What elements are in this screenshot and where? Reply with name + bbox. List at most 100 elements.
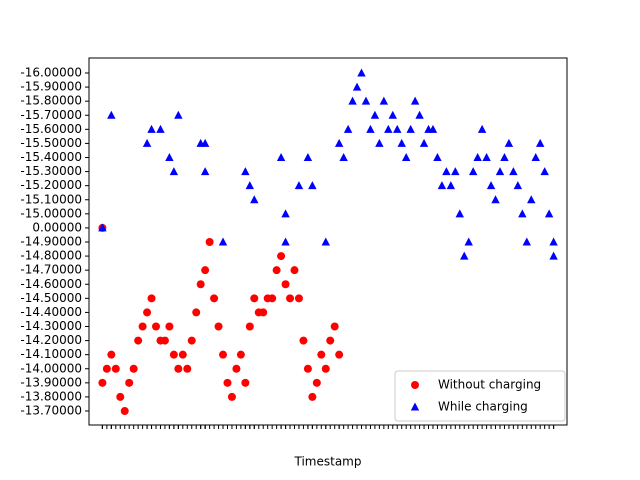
marker: [214, 322, 223, 331]
y-tick-label: -14.90000: [20, 235, 82, 249]
marker: [410, 96, 420, 105]
marker: [366, 124, 375, 133]
y-tick-label: -15.30000: [20, 164, 82, 178]
y-tick-label: -15.70000: [20, 108, 82, 122]
marker: [495, 167, 505, 176]
marker: [160, 336, 169, 345]
marker: [549, 251, 558, 260]
y-tick-label: -14.30000: [20, 319, 82, 333]
marker: [200, 138, 210, 147]
marker: [223, 378, 232, 387]
marker: [437, 181, 447, 190]
marker: [518, 209, 527, 218]
marker: [125, 378, 134, 387]
marker: [107, 350, 116, 359]
y-tick-label: -14.20000: [20, 333, 82, 347]
marker: [134, 336, 143, 345]
y-tick-label: -15.20000: [20, 178, 82, 192]
y-tick-label: 0.00000: [32, 220, 82, 234]
marker: [303, 364, 312, 373]
marker: [200, 167, 210, 176]
marker: [540, 167, 549, 176]
marker: [281, 209, 290, 218]
y-tick-label: -15.90000: [20, 80, 82, 94]
marker: [174, 364, 183, 373]
marker: [218, 237, 228, 246]
marker: [544, 209, 554, 218]
marker: [236, 350, 245, 359]
marker: [272, 266, 281, 275]
marker: [397, 138, 406, 147]
marker: [442, 167, 451, 176]
marker: [411, 381, 419, 389]
marker: [308, 392, 317, 401]
marker: [321, 237, 330, 246]
marker: [169, 167, 179, 176]
y-tick-label: -14.50000: [20, 291, 82, 305]
y-tick-label: -14.70000: [20, 263, 82, 277]
marker: [250, 195, 259, 204]
marker: [482, 153, 491, 161]
y-tick-label: -14.60000: [20, 277, 82, 291]
marker: [299, 336, 308, 345]
marker: [446, 181, 456, 190]
y-tick-label: -15.60000: [20, 122, 82, 136]
marker: [178, 350, 187, 359]
marker: [326, 336, 335, 345]
y-tick-label: -15.10000: [20, 192, 82, 206]
marker: [210, 294, 219, 303]
marker: [116, 392, 125, 401]
marker: [335, 350, 344, 359]
marker: [142, 138, 152, 147]
marker: [357, 68, 366, 77]
marker: [281, 237, 290, 246]
marker: [290, 266, 299, 275]
marker: [464, 237, 473, 246]
marker: [312, 378, 321, 387]
legend-label: While charging: [438, 400, 528, 414]
marker: [549, 237, 558, 246]
marker: [129, 364, 138, 373]
marker: [187, 336, 196, 345]
marker: [111, 364, 120, 373]
marker: [259, 308, 268, 317]
marker: [428, 124, 438, 133]
marker: [152, 322, 161, 331]
y-tick-label: -16.00000: [20, 66, 82, 80]
y-tick-label: -15.00000: [20, 206, 82, 220]
marker: [169, 350, 178, 359]
y-tick-label: -14.10000: [20, 347, 82, 361]
marker: [348, 96, 357, 105]
marker: [241, 167, 250, 176]
marker: [317, 350, 326, 359]
marker: [294, 181, 304, 190]
marker: [330, 322, 339, 331]
marker: [156, 124, 165, 133]
marker: [276, 153, 286, 161]
marker: [268, 294, 277, 303]
marker: [165, 153, 174, 161]
marker: [522, 237, 531, 246]
marker: [388, 110, 397, 119]
y-tick-label: -15.80000: [20, 94, 82, 108]
marker: [219, 350, 228, 359]
marker: [419, 138, 429, 147]
marker: [535, 138, 545, 147]
marker: [451, 167, 460, 176]
marker: [147, 124, 156, 133]
marker: [393, 124, 402, 133]
marker: [379, 96, 389, 105]
marker: [334, 138, 344, 147]
marker: [303, 153, 313, 161]
marker: [107, 110, 116, 119]
marker: [504, 138, 514, 147]
marker: [321, 364, 330, 373]
x-axis-label: Timestamp: [294, 455, 362, 469]
marker: [98, 378, 107, 387]
y-tick-label: -13.80000: [20, 389, 82, 403]
marker: [473, 153, 482, 161]
marker: [241, 378, 250, 387]
marker: [245, 181, 255, 190]
marker: [201, 266, 210, 275]
marker: [339, 153, 348, 161]
